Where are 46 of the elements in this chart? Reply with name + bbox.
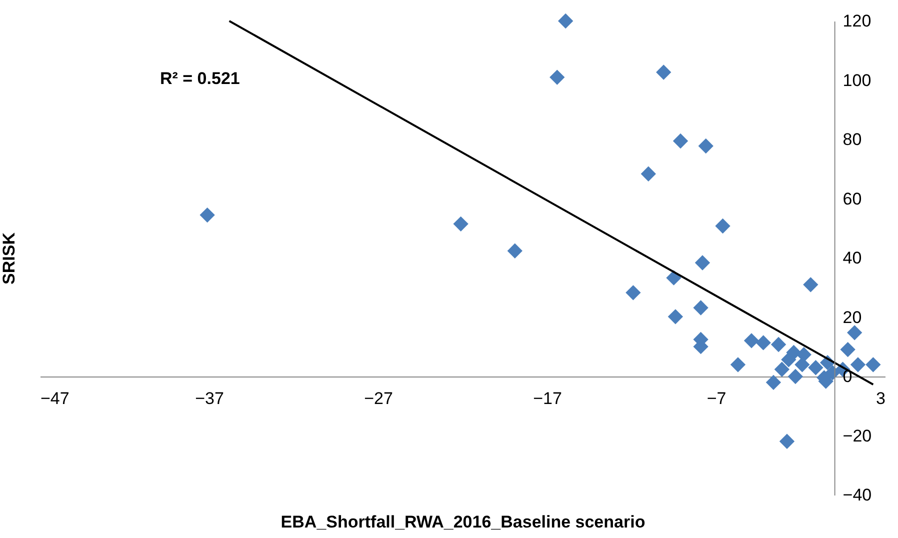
y-axis-title: SRISK: [0, 232, 18, 284]
point: [788, 368, 804, 384]
point: [693, 300, 708, 316]
x-tick-label: −27: [364, 389, 393, 408]
y-tick-label: 80: [842, 130, 862, 149]
point: [803, 277, 818, 292]
point: [550, 70, 565, 85]
point: [840, 342, 856, 358]
point: [558, 13, 574, 29]
point: [626, 285, 641, 300]
point: [850, 357, 866, 372]
point: [715, 218, 730, 234]
point: [694, 255, 710, 270]
point: [770, 336, 786, 352]
y-tick-label: 20: [842, 308, 862, 327]
point: [698, 138, 714, 154]
point: [730, 357, 746, 372]
point: [794, 357, 810, 372]
point: [808, 360, 824, 376]
point: [846, 325, 862, 340]
point: [640, 166, 656, 182]
x-tick-label: 3: [876, 389, 886, 408]
x-tick-label: −7: [706, 389, 726, 408]
x-axis-title: EBA_Shortfall_RWA_2016_Baseline scenario: [280, 512, 646, 532]
point: [507, 243, 522, 258]
x-tick-label: −37: [195, 389, 224, 408]
point: [453, 216, 468, 232]
point: [672, 133, 688, 149]
point: [200, 207, 215, 223]
y-tick-label: 40: [842, 248, 862, 268]
x-tick-label: −17: [533, 389, 562, 408]
point: [756, 335, 771, 350]
point: [779, 434, 795, 449]
point: [668, 309, 684, 324]
x-tick-label: −47: [40, 389, 70, 408]
y-tick-label: 60: [842, 189, 862, 208]
point: [774, 362, 790, 377]
point: [656, 64, 672, 80]
annotation: R² = 0.521: [160, 69, 240, 88]
point: [744, 333, 760, 348]
y-tick-label: 100: [842, 70, 872, 90]
y-tick-label: −20: [842, 426, 872, 446]
y-tick-label: −40: [842, 486, 872, 504]
point: [766, 374, 782, 390]
y-tick-label: 120: [842, 12, 872, 30]
point: [866, 357, 881, 372]
